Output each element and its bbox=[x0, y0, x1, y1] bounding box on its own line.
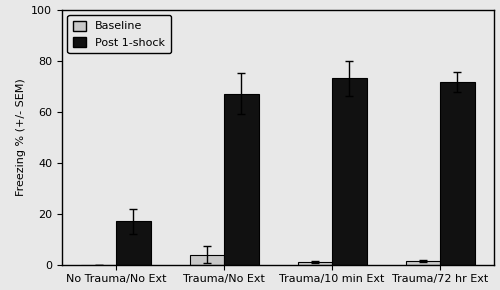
Bar bbox=[406, 261, 440, 265]
Bar bbox=[298, 262, 332, 265]
Bar bbox=[116, 221, 150, 265]
Bar bbox=[224, 94, 258, 265]
Bar bbox=[332, 79, 366, 265]
Bar bbox=[440, 82, 475, 265]
Legend: Baseline, Post 1-shock: Baseline, Post 1-shock bbox=[68, 15, 170, 53]
Bar bbox=[190, 255, 224, 265]
Y-axis label: Freezing % (+/- SEM): Freezing % (+/- SEM) bbox=[16, 78, 26, 196]
